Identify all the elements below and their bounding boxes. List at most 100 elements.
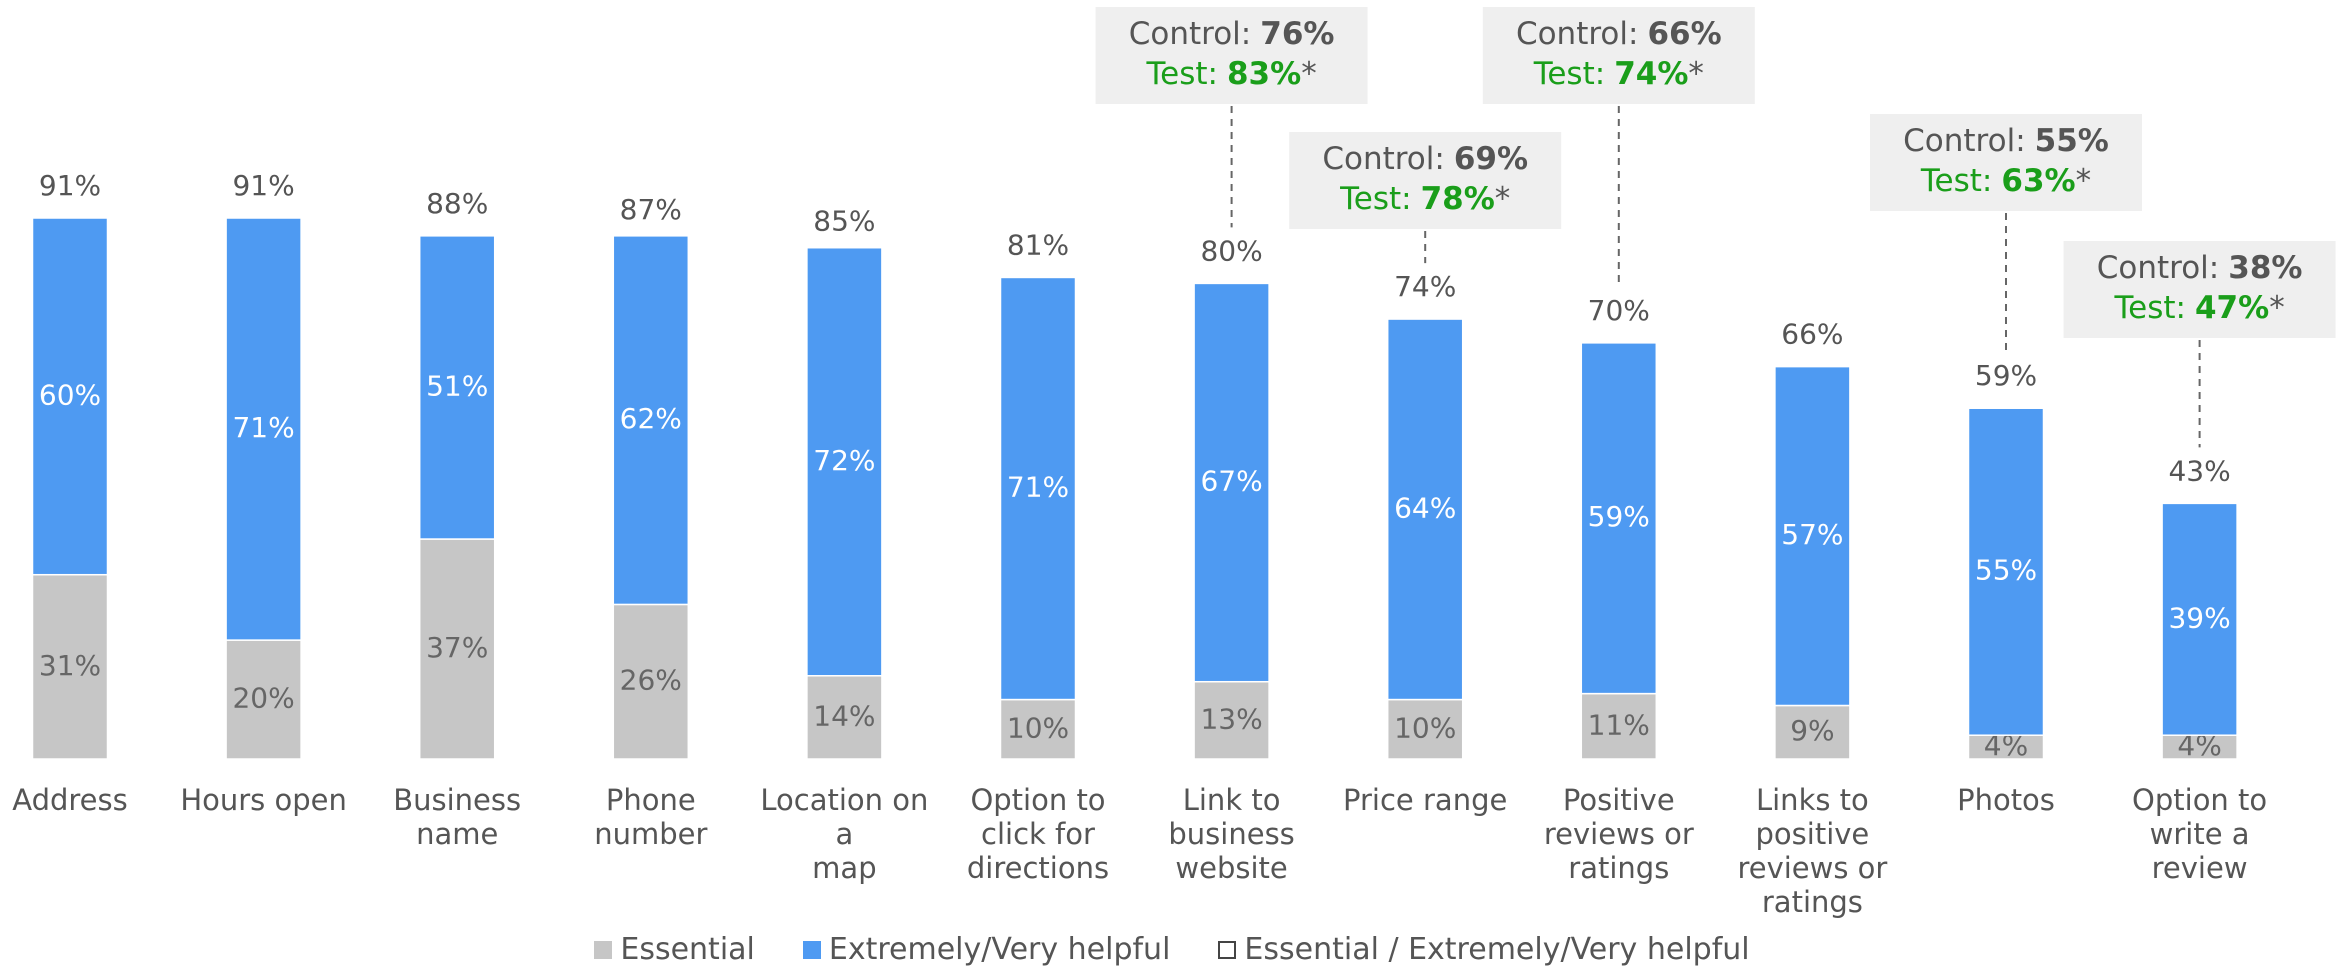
- control-value: 55%: [2035, 123, 2109, 159]
- annotation-control: Control: 55%: [1903, 123, 2109, 159]
- segment-label: 11%: [1588, 708, 1650, 741]
- x-tick-label: Business name: [393, 783, 522, 851]
- legend-label: Extremely/Very helpful: [828, 932, 1171, 967]
- segment-label: 71%: [232, 411, 294, 444]
- test-label: Test:: [1533, 56, 1606, 92]
- x-tick-label: Hours open: [180, 783, 347, 817]
- annotation-box: [1482, 7, 1755, 104]
- total-label: 59%: [1975, 359, 2037, 392]
- legend-swatch: [1218, 940, 1237, 959]
- test-value: 63%: [2001, 163, 2075, 199]
- segment-label: 62%: [620, 402, 682, 435]
- segment-label: 14%: [813, 699, 875, 732]
- test-note: *: [2269, 290, 2285, 326]
- control-label: Control:: [1516, 16, 1639, 52]
- segment-label: 37%: [426, 631, 488, 664]
- x-tick-label: Price range: [1343, 783, 1508, 817]
- annotation-box: [1095, 7, 1368, 104]
- test-value: 78%: [1421, 181, 1495, 217]
- annotation-control: Control: 76%: [1129, 16, 1335, 52]
- legend-item: Essential / Extremely/Very helpful: [1218, 932, 1750, 967]
- x-tick-label: Location on a map: [760, 783, 929, 885]
- test-note: *: [2076, 163, 2092, 199]
- test-note: *: [1688, 56, 1704, 92]
- annotation-test: Test: 63%*: [1920, 163, 2091, 199]
- total-label: 74%: [1394, 270, 1456, 303]
- control-label: Control:: [2097, 250, 2220, 286]
- test-label: Test:: [1339, 181, 1412, 217]
- control-value: 38%: [2228, 250, 2302, 286]
- test-value: 83%: [1227, 56, 1301, 92]
- x-tick-label: Links to positive reviews or ratings: [1737, 783, 1888, 919]
- bar-segment: [225, 217, 302, 641]
- legend-swatch: [802, 940, 821, 959]
- bar-segment: [806, 246, 883, 677]
- x-tick-label: Phone number: [594, 783, 708, 851]
- control-label: Control:: [1322, 141, 1445, 177]
- annotation-test: Test: 78%*: [1339, 181, 1510, 217]
- bar-segment: [1967, 407, 2045, 736]
- annotation-control: Control: 69%: [1322, 141, 1528, 177]
- legend-item: Extremely/Very helpful: [802, 932, 1171, 967]
- segment-label: 72%: [813, 444, 875, 477]
- bar-segment: [418, 235, 496, 540]
- test-value: 47%: [2195, 290, 2269, 326]
- segment-label: 51%: [426, 369, 488, 402]
- total-label: 43%: [2168, 454, 2230, 487]
- x-tick-label: Address: [12, 783, 128, 817]
- control-value: 69%: [1454, 141, 1528, 177]
- legend-swatch: [594, 940, 613, 959]
- x-tick-label: Photos: [1957, 783, 2055, 817]
- bar-segment: [1386, 698, 1464, 760]
- x-tick-label: Positive reviews or ratings: [1543, 783, 1694, 885]
- x-tick-label: Option to write a review: [2132, 783, 2268, 885]
- segment-label: 10%: [1007, 711, 1069, 744]
- segment-label: 31%: [39, 649, 101, 682]
- bar-segment: [1193, 282, 1270, 683]
- bar-segment: [1386, 318, 1464, 701]
- segment-label: 13%: [1200, 702, 1262, 735]
- test-note: *: [1301, 56, 1317, 92]
- bar-segment: [1580, 342, 1658, 695]
- legend-item: Essential: [594, 932, 755, 967]
- segment-label: 67%: [1200, 465, 1262, 498]
- test-note: *: [1495, 181, 1511, 217]
- legend: Essential Extremely/Very helpful Essential…: [0, 932, 2344, 967]
- total-label: 81%: [1007, 228, 1069, 261]
- x-tick-label: Option to click for directions: [966, 783, 1110, 885]
- bar-segment: [418, 538, 496, 760]
- bar-segment: [31, 217, 109, 576]
- test-label: Test:: [1145, 56, 1218, 92]
- bar-segment: [225, 639, 302, 760]
- control-value: 66%: [1647, 16, 1721, 52]
- bar-segment: [31, 573, 109, 760]
- total-label: 91%: [39, 169, 101, 202]
- control-label: Control:: [1903, 123, 2026, 159]
- bar-segment: [999, 276, 1077, 701]
- annotation-control: Control: 66%: [1516, 16, 1722, 52]
- segment-label: 64%: [1394, 491, 1456, 524]
- bar-segment: [999, 698, 1077, 760]
- test-label: Test:: [2113, 290, 2186, 326]
- segment-label: 57%: [1781, 518, 1843, 551]
- segment-label: 26%: [620, 664, 682, 697]
- segment-label: 39%: [2168, 601, 2230, 634]
- segment-label: 55%: [1975, 554, 2037, 587]
- total-label: 80%: [1200, 234, 1262, 267]
- annotation-box: [1289, 132, 1562, 229]
- bar-segment: [612, 235, 690, 606]
- legend-label: Essential / Extremely/Very helpful: [1244, 932, 1750, 967]
- segment-label: 9%: [1790, 714, 1834, 747]
- segment-label: 20%: [232, 682, 294, 715]
- total-label: 70%: [1588, 294, 1650, 327]
- bar-segment: [2161, 502, 2238, 736]
- control-label: Control:: [1129, 16, 1252, 52]
- annotation-box: [2063, 241, 2336, 338]
- total-label: 85%: [813, 205, 875, 238]
- test-label: Test:: [1920, 163, 1993, 199]
- segment-label: 59%: [1588, 500, 1650, 533]
- x-tick-label: Link to business website: [1168, 783, 1295, 885]
- legend-label: Essential: [620, 932, 755, 967]
